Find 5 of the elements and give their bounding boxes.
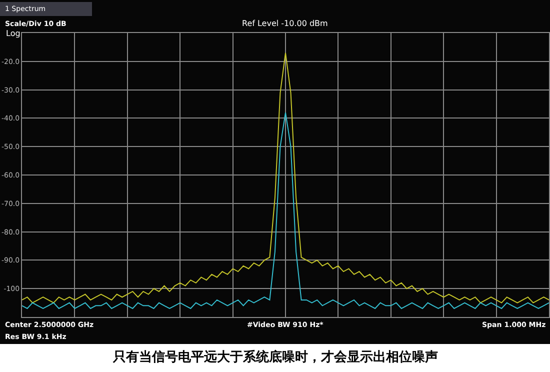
chart-title: Ref Level -10.00 dBm xyxy=(242,19,328,28)
line-series xyxy=(22,112,549,309)
line-series xyxy=(22,52,549,304)
text: 只有当信号电平远大于系统底噪时，才会显示出相位噪声 xyxy=(112,349,438,365)
text: Log xyxy=(6,29,20,38)
